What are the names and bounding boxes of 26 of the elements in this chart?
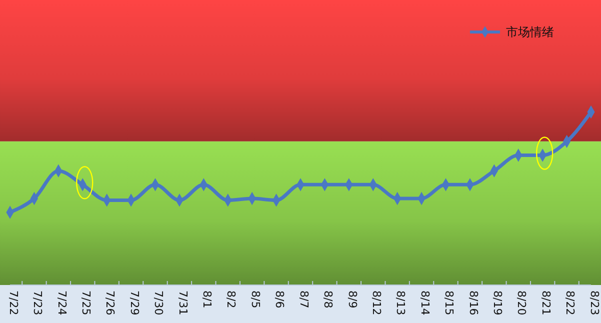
- x-tick-label: 7/29: [128, 290, 141, 316]
- x-tick-label: 8/20: [515, 290, 528, 316]
- x-tick-label: 8/21: [539, 290, 552, 316]
- x-tick-label: 8/9: [346, 290, 359, 308]
- x-tick-label: 8/2: [224, 290, 238, 308]
- x-tick-label: 8/6: [273, 290, 286, 308]
- x-tick-label: 8/5: [248, 290, 262, 308]
- x-tick-label: 7/26: [104, 290, 117, 316]
- x-tick-label: 7/23: [31, 290, 44, 316]
- x-tick-label: 8/23: [588, 290, 601, 316]
- x-tick-label: 7/31: [176, 290, 190, 316]
- x-tick-label: 7/25: [79, 290, 92, 316]
- x-tick-label: 8/14: [418, 290, 432, 316]
- x-tick-label: 7/30: [152, 290, 166, 316]
- x-tick-label: 8/15: [442, 290, 456, 316]
- x-tick-label: 8/22: [564, 290, 577, 316]
- x-tick-label: 8/16: [466, 290, 480, 316]
- x-tick-label: 7/22: [6, 290, 20, 316]
- x-tick-label: 8/1: [200, 290, 214, 308]
- x-tick-label: 8/12: [370, 290, 383, 316]
- x-tick-label: 8/8: [322, 290, 335, 308]
- x-tick-label: 7/24: [55, 290, 68, 316]
- x-tick-label: 8/19: [491, 290, 504, 316]
- x-tick-label: 8/13: [394, 290, 408, 316]
- x-tick-label: 8/7: [297, 290, 310, 308]
- legend-label: 市场情绪: [506, 25, 554, 40]
